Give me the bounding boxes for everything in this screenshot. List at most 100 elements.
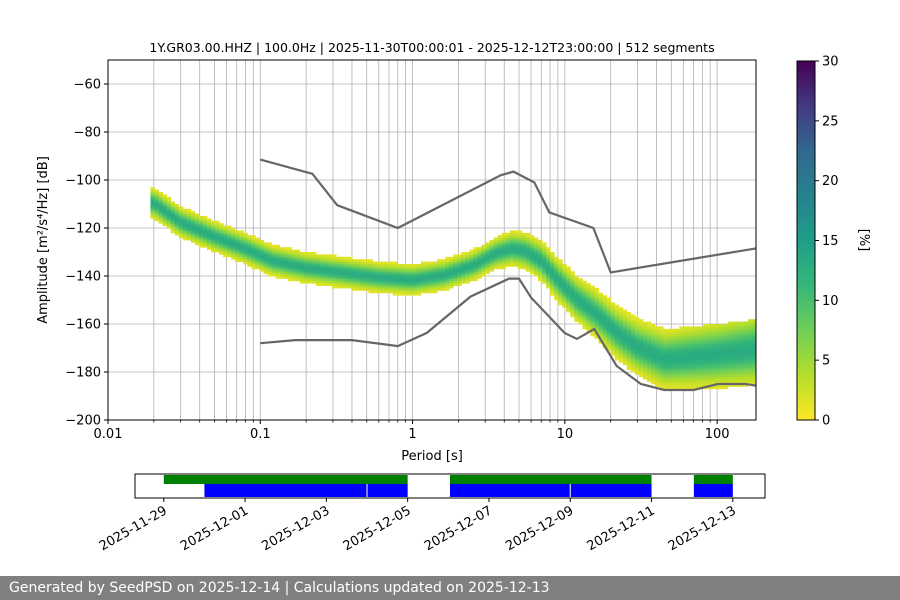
psd-bin	[388, 264, 394, 267]
psd-bin	[255, 261, 260, 265]
psd-bin	[691, 326, 696, 330]
psd-bin	[449, 256, 454, 260]
psd-bin	[735, 324, 741, 327]
psd-bin	[747, 345, 753, 349]
psd-bin	[154, 201, 159, 205]
psd-bin	[727, 372, 733, 375]
psd-bin	[299, 256, 305, 260]
psd-bin	[287, 249, 293, 253]
psd-bin	[647, 367, 652, 370]
psd-bin	[521, 259, 527, 262]
psd-bin	[162, 196, 167, 200]
psd-bin	[521, 244, 527, 248]
psd-bin	[538, 261, 543, 265]
psd-bin	[368, 276, 373, 279]
psd-bin	[683, 340, 688, 344]
psd-bin	[198, 225, 204, 229]
psd-bin	[186, 218, 192, 222]
psd-bin	[461, 261, 466, 265]
psd-bin	[618, 350, 624, 354]
psd-bin	[348, 259, 353, 262]
psd-bin	[667, 384, 672, 387]
colorbar-tick-label: 5	[822, 354, 830, 369]
psd-bin	[509, 240, 515, 243]
psd-bin	[344, 285, 349, 289]
psd-bin	[731, 369, 737, 373]
psd-bin	[739, 376, 745, 380]
psd-bin	[420, 283, 426, 286]
psd-bin	[469, 278, 474, 282]
psd-bin	[227, 242, 232, 246]
psd-bin	[178, 235, 184, 238]
psd-bin	[154, 213, 159, 217]
psd-bin	[695, 379, 700, 382]
psd-bin	[667, 374, 672, 378]
psd-bin	[667, 367, 672, 370]
psd-bin	[215, 247, 220, 250]
psd-bin	[578, 285, 583, 289]
psd-bin	[186, 223, 192, 226]
psd-bin	[505, 247, 511, 250]
psd-bin	[626, 352, 632, 356]
psd-bin	[747, 379, 753, 382]
psd-bin	[727, 379, 733, 382]
psd-bin	[150, 189, 155, 193]
psd-bin	[642, 369, 648, 373]
psd-bin	[578, 288, 583, 291]
psd-bin	[376, 276, 381, 279]
psd-bin	[388, 271, 394, 274]
y-tick-label: −120	[65, 222, 101, 237]
psd-bin	[574, 309, 579, 313]
psd-bin	[380, 268, 385, 272]
psd-bin	[525, 256, 531, 260]
psd-bin	[647, 331, 652, 334]
psd-bin	[538, 252, 543, 255]
psd-bin	[550, 283, 555, 286]
psd-bin	[570, 283, 575, 286]
psd-bin	[671, 340, 676, 344]
psd-bin	[493, 261, 499, 265]
psd-bin	[618, 321, 624, 325]
psd-bin	[465, 273, 470, 277]
psd-bin	[299, 259, 305, 262]
psd-bin	[275, 256, 281, 260]
psd-bin	[634, 352, 640, 356]
psd-bin	[622, 326, 628, 330]
psd-bin	[747, 372, 753, 375]
psd-bin	[202, 244, 208, 248]
psd-bin	[727, 369, 733, 373]
psd-bin	[295, 249, 301, 253]
psd-bin	[360, 280, 365, 284]
psd-bin	[707, 333, 712, 337]
psd-bin	[651, 350, 656, 354]
psd-bin	[747, 357, 753, 361]
psd-bin	[473, 261, 478, 265]
psd-bin	[429, 276, 434, 279]
psd-bin	[642, 340, 648, 344]
psd-bin	[533, 254, 539, 258]
psd-bin	[295, 278, 301, 282]
psd-bin	[158, 201, 163, 205]
psd-bin	[162, 213, 167, 217]
psd-bin	[505, 254, 511, 258]
psd-bin	[614, 343, 620, 346]
psd-bin	[602, 309, 608, 313]
psd-bin	[695, 348, 700, 351]
psd-bin	[412, 278, 418, 282]
psd-bin	[344, 266, 349, 270]
psd-bin	[299, 266, 305, 270]
psd-bin	[311, 278, 317, 282]
psd-bin	[449, 271, 454, 274]
psd-bin	[461, 278, 466, 282]
psd-bin	[626, 331, 632, 334]
psd-bin	[747, 360, 753, 363]
psd-bin	[320, 276, 325, 279]
psd-bin	[251, 261, 256, 265]
psd-bin	[747, 350, 753, 354]
psd-bin	[404, 285, 410, 289]
psd-bin	[715, 340, 721, 344]
psd-bin	[618, 314, 624, 318]
psd-bin	[542, 266, 547, 270]
y-axis-label: Amplitude [m²/s⁴/Hz] [dB]	[36, 156, 51, 324]
psd-bin	[679, 376, 684, 380]
